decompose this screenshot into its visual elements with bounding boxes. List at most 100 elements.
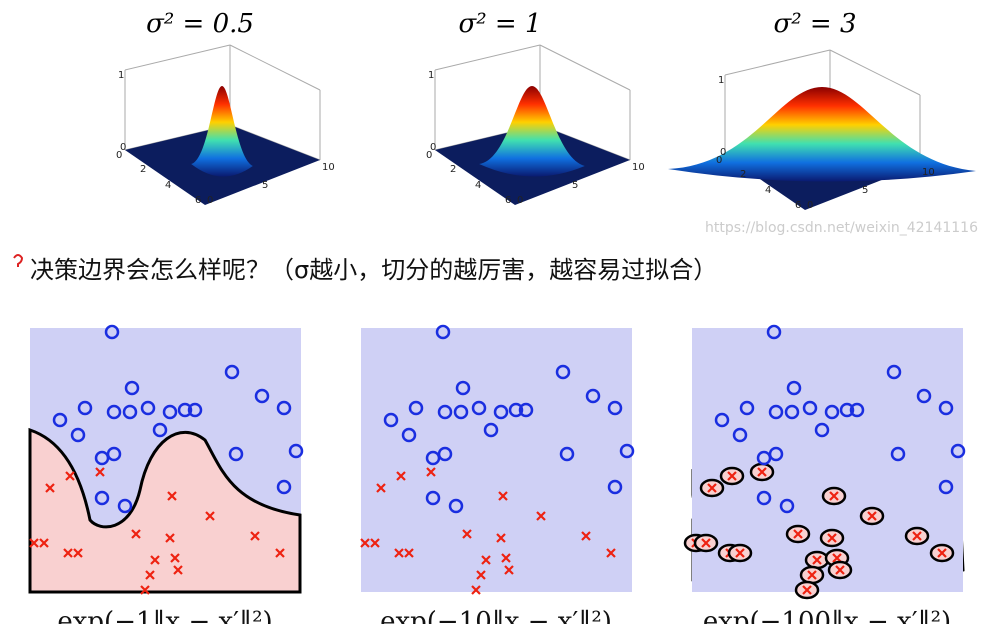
tick-label: 0	[517, 195, 523, 206]
red-cross	[937, 548, 947, 558]
tick-label: 1	[118, 70, 124, 81]
caption: exp(−100‖x − x′‖²)	[703, 607, 951, 624]
blue-circle	[493, 404, 509, 420]
blue-circle	[824, 404, 840, 420]
blue-circle	[732, 427, 748, 443]
tick-label: 2	[450, 164, 456, 175]
tick-label: 0	[426, 150, 432, 161]
red-cross	[829, 491, 839, 501]
blue-circle	[162, 404, 178, 420]
blue-circle	[383, 412, 399, 428]
blue-circle	[938, 400, 954, 416]
box-edge	[724, 49, 831, 76]
blue-circle	[739, 400, 755, 416]
blue-circle	[508, 402, 524, 418]
blue-circle	[453, 404, 469, 420]
tick-label: 4	[165, 180, 171, 191]
red-cross	[370, 538, 380, 548]
tick-label: 0	[720, 147, 726, 158]
red-cross	[95, 467, 105, 477]
red-cross	[757, 467, 767, 477]
red-cross	[496, 533, 506, 543]
red-cross	[29, 538, 39, 548]
tick-label: 0	[116, 150, 122, 161]
blue-circle	[768, 404, 784, 420]
tick-label: 0	[207, 195, 213, 206]
blue-circle	[140, 400, 156, 416]
red-cross	[832, 553, 842, 563]
surface-peak	[191, 86, 253, 177]
blue-circle	[455, 380, 471, 396]
blue-circle	[437, 446, 453, 462]
plot-title: σ² = 0.5	[146, 9, 254, 39]
blue-circle	[784, 404, 800, 420]
red-cross	[150, 555, 160, 565]
red-cross	[867, 511, 877, 521]
tick-label: 0	[716, 155, 722, 166]
red-cross	[827, 533, 837, 543]
blue-circle	[106, 404, 122, 420]
red-cross	[835, 565, 845, 575]
red-cross	[912, 531, 922, 541]
blue-circle	[779, 498, 795, 514]
tick-label: 6	[505, 195, 511, 206]
red-cross	[536, 511, 546, 521]
blue-circle	[408, 400, 424, 416]
tick-label: 5	[572, 180, 578, 191]
watermark: https://blog.csdn.net/weixin_42141116	[705, 220, 978, 236]
red-cross	[275, 548, 285, 558]
box-edge	[124, 44, 231, 71]
bullet-icon	[13, 254, 24, 267]
red-cross	[812, 555, 822, 565]
blue-circle	[950, 443, 966, 459]
red-cross	[735, 548, 745, 558]
red-cross	[170, 553, 180, 563]
blue-circle	[768, 446, 784, 462]
tick-label: 0	[807, 200, 813, 211]
box-edge	[229, 44, 321, 91]
box-edge	[434, 44, 541, 71]
blue-circle	[483, 422, 499, 438]
blue-circle	[94, 490, 110, 506]
blue-circle	[228, 446, 244, 462]
tick-label: 10	[922, 167, 935, 178]
decision-boundaries: exp(−1‖x − x′‖²) exp(−10‖x − x′‖²) exp(−10…	[28, 324, 966, 624]
blue-circle	[555, 364, 571, 380]
blue-circle	[435, 324, 451, 340]
blue-circle	[802, 400, 818, 416]
red-cross	[476, 570, 486, 580]
blue-circle	[714, 412, 730, 428]
red-cross	[39, 538, 49, 548]
tick-label: 5	[862, 185, 868, 196]
red-cross	[73, 548, 83, 558]
blue-circle	[401, 427, 417, 443]
blue-circle	[839, 402, 855, 418]
red-cross	[131, 529, 141, 539]
red-cross	[498, 491, 508, 501]
blue-circle	[122, 404, 138, 420]
red-cross	[376, 483, 386, 493]
boundary-panel: exp(−1‖x − x′‖²)	[28, 324, 304, 624]
box-edge	[539, 44, 631, 91]
caption: exp(−10‖x − x′‖²)	[380, 607, 612, 624]
blue-circle	[518, 402, 534, 418]
tick-label: 5	[262, 180, 268, 191]
tick-label: 10	[632, 162, 645, 173]
red-cross	[404, 548, 414, 558]
blue-circle	[814, 422, 830, 438]
red-cross	[250, 531, 260, 541]
red-cross	[727, 471, 737, 481]
red-cross	[807, 570, 817, 580]
red-cross	[145, 570, 155, 580]
blue-circle	[766, 324, 782, 340]
blue-circle	[276, 400, 292, 416]
red-cross	[65, 471, 75, 481]
red-cross	[793, 529, 803, 539]
blue-circle	[224, 364, 240, 380]
blue-circle	[276, 479, 292, 495]
class-region	[28, 427, 302, 594]
blue-circle	[607, 479, 623, 495]
